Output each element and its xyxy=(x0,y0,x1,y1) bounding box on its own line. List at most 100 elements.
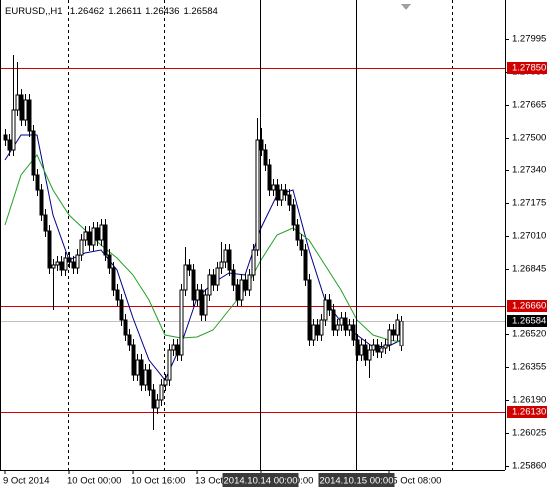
candle-body xyxy=(167,349,172,381)
candle-body xyxy=(179,289,184,356)
candle-body xyxy=(283,189,288,196)
period-label-box xyxy=(222,473,299,487)
candle-body xyxy=(79,239,84,256)
candle-body xyxy=(127,334,132,346)
y-tick-label: 1.27665 xyxy=(512,100,546,111)
candle-body xyxy=(43,214,48,232)
candle-body xyxy=(35,174,40,191)
candle-body xyxy=(3,134,8,141)
candle-body xyxy=(175,344,180,356)
candle-body xyxy=(335,324,340,331)
candle-body xyxy=(255,139,260,251)
y-tick-label: 1.27340 xyxy=(512,165,546,176)
candle-body xyxy=(187,264,192,271)
candle-body xyxy=(243,279,248,291)
candle-body xyxy=(67,257,72,263)
candle-body xyxy=(171,344,176,351)
high-value: 1.26611 xyxy=(108,6,141,17)
candle-body xyxy=(147,369,152,391)
candle-body xyxy=(251,249,256,276)
candle-body xyxy=(311,324,316,341)
y-tick-label: 1.26355 xyxy=(512,362,546,373)
candle-body xyxy=(395,319,400,336)
candle-body xyxy=(91,227,96,246)
candle-body xyxy=(139,359,144,386)
candle-body xyxy=(183,264,188,291)
open-value: 1.26462 xyxy=(70,6,104,17)
candle-body xyxy=(19,94,24,121)
candle-body xyxy=(47,230,52,269)
candle-body xyxy=(399,320,404,346)
candle-body xyxy=(131,344,136,376)
candle-body xyxy=(11,109,16,151)
candle-body xyxy=(215,267,220,286)
candle-body xyxy=(315,324,320,336)
level-label: 1.26660 xyxy=(512,301,546,312)
period-label: 2014.10.15 00:00 xyxy=(320,476,394,487)
period-label: 2014.10.14 00:00 xyxy=(224,476,298,487)
candle-body xyxy=(99,224,104,241)
candle-body xyxy=(323,299,328,321)
candle-body xyxy=(391,329,396,336)
low-value: 1.26436 xyxy=(145,6,179,17)
candle-body xyxy=(83,231,88,241)
candle-body xyxy=(135,359,140,376)
candle-body xyxy=(379,347,384,353)
y-tick-label: 1.26845 xyxy=(512,264,546,275)
candle-body xyxy=(387,329,392,346)
grid xyxy=(68,0,453,470)
candle-body xyxy=(75,254,80,269)
candle-body xyxy=(291,204,296,226)
candle-body xyxy=(267,164,272,191)
candle-body xyxy=(207,274,212,296)
y-tick-label: 1.26520 xyxy=(512,329,546,340)
candle-body xyxy=(115,289,120,301)
candle-body xyxy=(123,319,128,336)
candle-body xyxy=(247,274,252,291)
candle-body xyxy=(191,269,196,301)
candle-body xyxy=(371,344,376,351)
candle-body xyxy=(235,284,240,301)
y-tick-label: 1.26190 xyxy=(512,395,546,406)
level-label-box xyxy=(507,315,547,327)
candle-body xyxy=(155,399,160,409)
candle-body xyxy=(383,344,388,349)
candle-body xyxy=(51,264,56,269)
candle-body xyxy=(59,261,64,271)
candle-body xyxy=(279,189,284,201)
symbol: EURUSD,,H1 xyxy=(5,6,62,17)
x-tick-label: 9 Oct 2014 xyxy=(3,476,49,487)
candle-body xyxy=(39,189,44,216)
candle-body xyxy=(331,309,336,331)
candle-body xyxy=(119,299,124,321)
candle-body xyxy=(295,224,300,241)
candle-body xyxy=(287,194,292,206)
y-tick-label: 1.26025 xyxy=(512,428,546,439)
candle-body xyxy=(23,99,28,121)
candle-body xyxy=(27,99,32,132)
candle-body xyxy=(223,249,228,263)
candle-body xyxy=(199,289,204,316)
candle-body xyxy=(163,379,168,386)
y-tick-label: 1.27010 xyxy=(512,231,546,242)
candle-body xyxy=(347,324,352,331)
y-tick-label: 1.27175 xyxy=(512,198,546,209)
candle-body xyxy=(63,257,68,271)
candle-body xyxy=(319,319,324,336)
candle-body xyxy=(15,94,20,111)
candle-body xyxy=(339,317,344,326)
candle-body xyxy=(299,239,304,251)
shift-marker xyxy=(401,4,411,10)
candle-body xyxy=(111,267,116,291)
y-tick-label: 1.27500 xyxy=(512,133,546,144)
candle-body xyxy=(7,139,12,151)
level-label: 1.26584 xyxy=(512,316,546,327)
level-label-box xyxy=(507,406,547,418)
x-tick-label: 10 Oct 00:00 xyxy=(67,476,121,487)
x-tick-label: 15 Oct 08:00 xyxy=(387,476,441,487)
close-value: 1.26584 xyxy=(183,6,217,17)
candle-body xyxy=(327,299,332,311)
candle-body xyxy=(307,279,312,341)
candle-body xyxy=(55,261,60,266)
candle-body xyxy=(71,261,76,269)
